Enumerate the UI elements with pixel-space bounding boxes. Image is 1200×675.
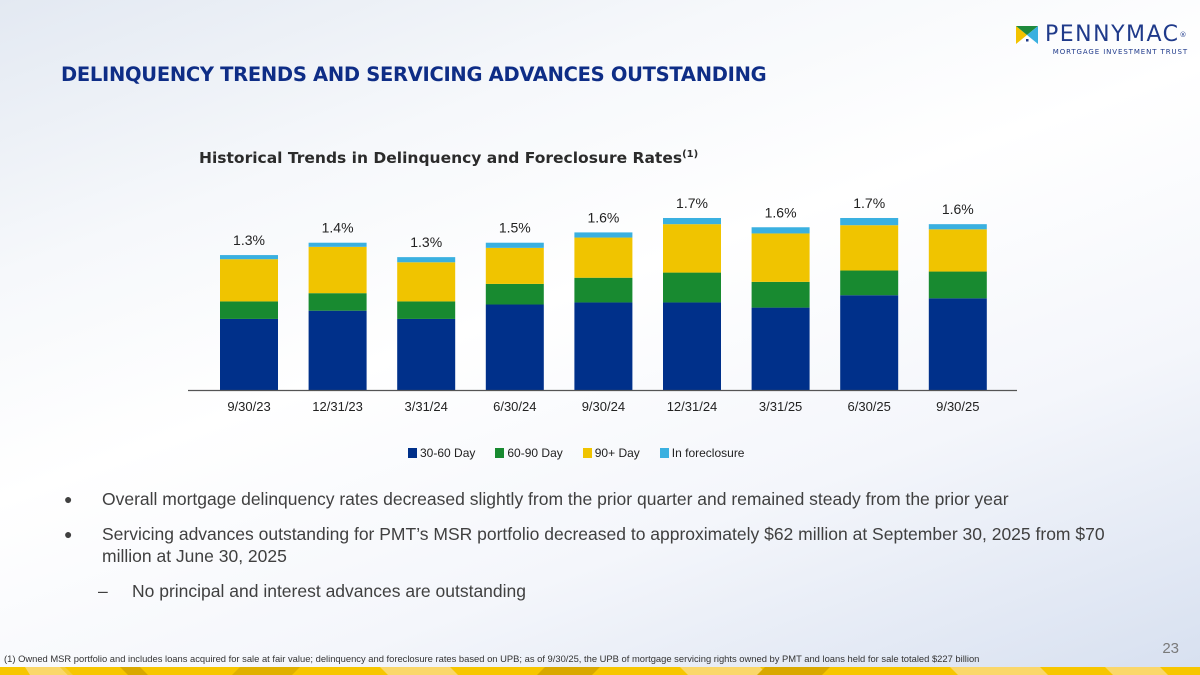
decorative-bottom-band (0, 667, 1200, 675)
bar-segment-in-foreclosure (928, 224, 987, 230)
x-tick-label: 9/30/23 (227, 399, 270, 414)
bar-segment-60-90-day (751, 281, 810, 308)
bar-total-label: 1.5% (499, 220, 531, 236)
legend-item: In foreclosure (659, 446, 745, 460)
logo-subtitle: MORTGAGE INVESTMENT TRUST (1052, 48, 1189, 56)
pennymac-logo: PENNYMAC® MORTGAGE INVESTMENT TRUST (1016, 24, 1188, 56)
sub-bullet-text: No principal and interest advances are o… (132, 581, 526, 601)
bar-segment-30-60-day (397, 318, 456, 390)
bar-total-label: 1.7% (853, 195, 885, 211)
bar-total-label: 1.3% (410, 234, 442, 250)
page-number: 23 (1162, 640, 1179, 657)
bar-segment-90-day (485, 247, 544, 284)
bar-segment-30-60-day (220, 318, 278, 390)
legend-item: 90+ Day (582, 446, 640, 460)
bar-segment-30-60-day (663, 302, 721, 390)
bar-segment-in-foreclosure (308, 242, 367, 247)
bar-total-label: 1.3% (233, 232, 265, 248)
bar-segment-90-day (928, 229, 987, 272)
bar-total-label: 1.6% (587, 209, 619, 225)
bar-segment-60-90-day (840, 270, 899, 296)
legend-label: In foreclosure (671, 446, 745, 460)
bar-segment-60-90-day (308, 293, 367, 311)
bar-segment-30-60-day (574, 302, 633, 390)
bar-segment-in-foreclosure (574, 232, 633, 238)
pennymac-logo-mark-icon (1016, 26, 1038, 44)
bar-segment-30-60-day (928, 298, 987, 390)
dash-icon: – (98, 581, 108, 601)
x-tick-label: 6/30/24 (493, 399, 536, 414)
bar-segment-30-60-day (308, 310, 367, 390)
legend-swatch-icon (582, 448, 592, 458)
delinquency-bar-chart: 1.3% 1.4% 1.3% 1.5% 1.6% 1.7% 1.6% 1.7% 1.6% 9/3… (188, 195, 1017, 414)
x-tick-label: 3/31/25 (759, 399, 802, 414)
bar-segment-30-60-day (840, 295, 899, 390)
legend-item: 60-90 Day (495, 446, 563, 460)
legend-item: 30-60 Day (408, 446, 475, 460)
bar-segment-90-day (840, 225, 899, 271)
bar-segment-30-60-day (751, 307, 810, 390)
legend-swatch-icon (408, 448, 417, 458)
bar-total-label: 1.7% (676, 195, 708, 211)
bar-segment-30-60-day (485, 304, 544, 390)
bar-segment-90-day (574, 237, 633, 278)
bullet-dot-icon: ● (64, 491, 73, 507)
bar-total-label: 1.4% (322, 220, 354, 236)
bar-segment-in-foreclosure (840, 217, 899, 226)
page-title: DELINQUENCY TRENDS AND SERVICING ADVANCE… (61, 63, 767, 86)
x-tick-label: 12/31/23 (312, 399, 363, 414)
bar-segment-in-foreclosure (397, 257, 456, 263)
bullet-item: ● Servicing advances outstanding for PMT… (60, 523, 1150, 567)
legend-swatch-icon (659, 448, 669, 458)
bar-segment-60-90-day (663, 272, 721, 303)
bar-segment-90-day (220, 259, 278, 302)
x-tick-label: 6/30/25 (848, 399, 891, 414)
legend-label: 90+ Day (594, 446, 640, 460)
bar-segment-in-foreclosure (220, 255, 278, 260)
bar-total-label: 1.6% (765, 204, 797, 220)
x-tick-label: 12/31/24 (667, 399, 718, 414)
legend-label: 30-60 Day (420, 446, 476, 460)
bullet-text: Overall mortgage delinquency rates decre… (102, 489, 1009, 509)
legend-label: 60-90 Day (507, 446, 563, 460)
x-tick-label: 3/31/24 (405, 399, 448, 414)
bar-segment-90-day (308, 246, 367, 294)
bar-segment-in-foreclosure (663, 217, 721, 225)
legend-swatch-icon (495, 448, 505, 458)
x-tick-label: 9/30/25 (936, 399, 979, 414)
footnote: (1) Owned MSR portfolio and includes loa… (4, 653, 980, 664)
bar-segment-60-90-day (397, 301, 456, 319)
bar-segment-in-foreclosure (485, 242, 544, 248)
bar-total-label: 1.6% (942, 201, 974, 217)
bar-segment-60-90-day (928, 271, 987, 299)
bar-segment-90-day (751, 233, 810, 282)
logo-name: PENNYMAC® (1045, 22, 1189, 47)
bar-segment-90-day (397, 262, 456, 302)
bar-segment-60-90-day (574, 277, 633, 303)
chart-legend: 30-60 Day 60-90 Day 90+ Day In foreclosure (408, 446, 744, 460)
bullet-item: ● Overall mortgage delinquency rates dec… (60, 488, 1150, 510)
chart-title: Historical Trends in Delinquency and For… (199, 149, 699, 168)
bar-segment-in-foreclosure (751, 227, 810, 234)
sub-bullet-item: – No principal and interest advances are… (98, 580, 1150, 602)
bar-segment-60-90-day (220, 301, 278, 319)
x-tick-label: 9/30/24 (582, 399, 625, 414)
bullet-text: Servicing advances outstanding for PMT’s… (102, 524, 1105, 566)
bar-segment-60-90-day (485, 283, 544, 305)
bullet-dot-icon: ● (64, 526, 73, 542)
bar-segment-90-day (663, 224, 721, 273)
bullet-list: ● Overall mortgage delinquency rates dec… (60, 488, 1150, 602)
